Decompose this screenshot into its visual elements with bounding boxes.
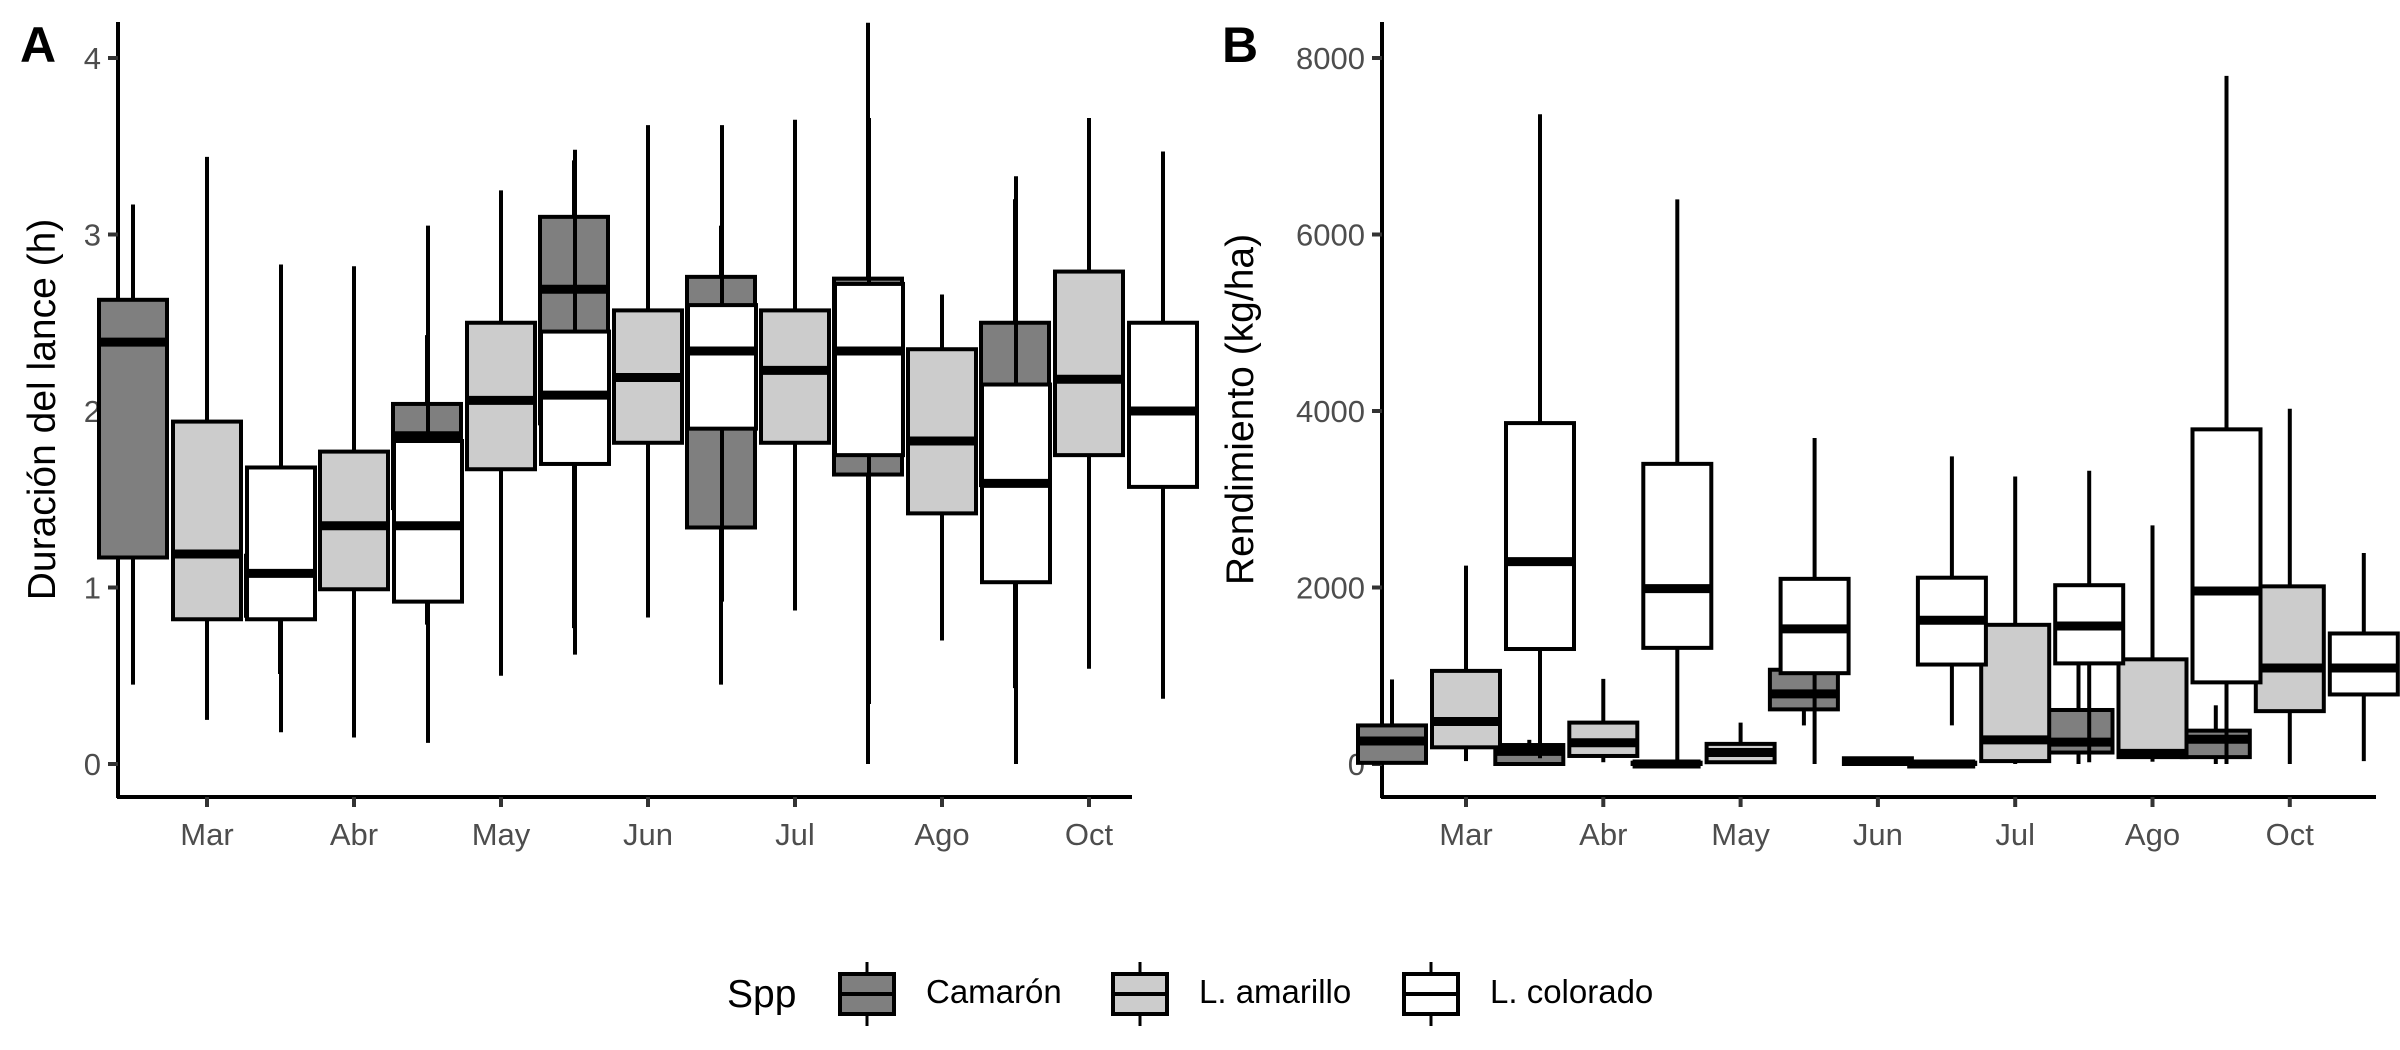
panel-tag: A: [20, 17, 56, 73]
box-l-amarillo: [1704, 722, 1777, 765]
box-iqr: [1053, 269, 1125, 458]
box-iqr: [245, 465, 317, 622]
y-tick-label: 4: [84, 41, 101, 76]
box-l-colorado: [1504, 114, 1576, 759]
box-iqr: [1641, 461, 1714, 650]
box-iqr: [1430, 668, 1502, 750]
box-l-colorado: [2053, 470, 2126, 763]
legend-key-l-amarillo: [1111, 962, 1169, 1026]
legend-key-camaron: [838, 962, 896, 1026]
x-tick-label: May: [1711, 817, 1770, 852]
box-iqr: [1504, 421, 1576, 652]
box-iqr: [686, 303, 758, 431]
box-l-amarillo: [1053, 118, 1125, 669]
box-l-colorado: [245, 264, 317, 733]
y-tick-label: 3: [84, 218, 101, 253]
y-tick-label: 8000: [1296, 41, 1365, 76]
box-l-amarillo: [1841, 756, 1914, 766]
box-l-colorado: [539, 149, 611, 655]
box-l-amarillo: [1430, 565, 1502, 762]
x-tick-label: Oct: [2266, 817, 2315, 852]
box-iqr: [318, 449, 390, 592]
box-l-amarillo: [759, 119, 831, 611]
box-l-amarillo: [1979, 476, 2052, 764]
x-tick-label: Jul: [775, 817, 815, 852]
box-camar-n: [97, 204, 169, 685]
x-tick-label: Ago: [914, 817, 969, 852]
x-tick-label: Abr: [330, 817, 378, 852]
legend-label-l-amarillo: L. amarillo: [1199, 973, 1351, 1010]
box-iqr: [2190, 427, 2263, 685]
panel-tag: B: [1222, 17, 1258, 73]
x-tick-label: Mar: [180, 817, 233, 852]
box-camar-n: [1767, 667, 1840, 726]
box-l-amarillo: [612, 125, 684, 618]
box-l-amarillo: [465, 190, 537, 676]
panel-a: A Duración del lance (h) 0 1 2 3 4 Mar Abr May Jun…: [20, 17, 1199, 852]
legend: Spp Camarón L. amarillo L. colorado: [727, 962, 1653, 1026]
y-tick-label: 2000: [1296, 571, 1365, 606]
legend-title: Spp: [727, 973, 796, 1016]
box-camar-n: [2179, 705, 2252, 764]
legend-label-l-colorado: L. colorado: [1490, 973, 1653, 1010]
box-l-amarillo: [171, 156, 243, 720]
y-tick-label: 2: [84, 394, 101, 429]
box-iqr: [2179, 728, 2252, 760]
box-camar-n: [2042, 651, 2115, 764]
legend-item-l-colorado: L. colorado: [1402, 962, 1653, 1026]
y-tick-label: 1: [84, 571, 101, 606]
x-tick-label: May: [472, 817, 531, 852]
box-iqr: [1127, 320, 1199, 489]
box-iqr: [2253, 584, 2326, 714]
box-iqr: [906, 347, 978, 516]
box-l-amarillo: [906, 294, 978, 641]
y-tick-label: 4000: [1296, 394, 1365, 429]
x-tick-label: Oct: [1065, 817, 1114, 852]
legend-label-camaron: Camarón: [926, 973, 1062, 1010]
box-l-colorado: [1915, 456, 1988, 726]
box-l-amarillo: [318, 266, 390, 738]
x-tick-label: Abr: [1579, 817, 1627, 852]
box-iqr: [833, 281, 905, 458]
x-tick-label: Jun: [623, 817, 673, 852]
x-tick-label: Mar: [1439, 817, 1492, 852]
legend-key-l-colorado: [1402, 962, 1460, 1026]
box-l-colorado: [686, 125, 758, 602]
box-l-colorado: [2190, 75, 2263, 764]
box-iqr: [2116, 657, 2189, 760]
box-camar-n: [1905, 759, 1978, 769]
box-l-colorado: [1778, 438, 1851, 764]
box-l-amarillo: [2253, 408, 2326, 764]
x-tick-label: Ago: [2125, 817, 2180, 852]
box-camar-n: [1630, 759, 1703, 769]
box-iqr: [171, 419, 243, 622]
box-iqr: [759, 308, 831, 445]
y-tick-label: 0: [84, 747, 101, 782]
box-l-colorado: [392, 225, 464, 743]
box-l-colorado: [1641, 199, 1714, 762]
box-l-colorado: [2327, 552, 2400, 762]
box-l-amarillo: [2116, 525, 2189, 762]
legend-item-camaron: Camarón: [838, 962, 1062, 1026]
box-l-colorado: [1127, 151, 1199, 699]
box-camar-n: [1493, 739, 1566, 766]
box-l-amarillo: [1567, 678, 1640, 763]
legend-item-l-amarillo: L. amarillo: [1111, 962, 1351, 1026]
box-l-colorado: [833, 118, 905, 704]
x-tick-label: Jun: [1853, 817, 1903, 852]
box-camar-n: [1356, 679, 1428, 765]
x-tick-label: Jul: [1995, 817, 2035, 852]
box-l-colorado: [980, 176, 1052, 764]
y-axis-title: Duración del lance (h): [21, 219, 64, 601]
y-axis-title: Rendimiento (kg/ha): [1219, 234, 1262, 585]
y-tick-label: 6000: [1296, 218, 1365, 253]
